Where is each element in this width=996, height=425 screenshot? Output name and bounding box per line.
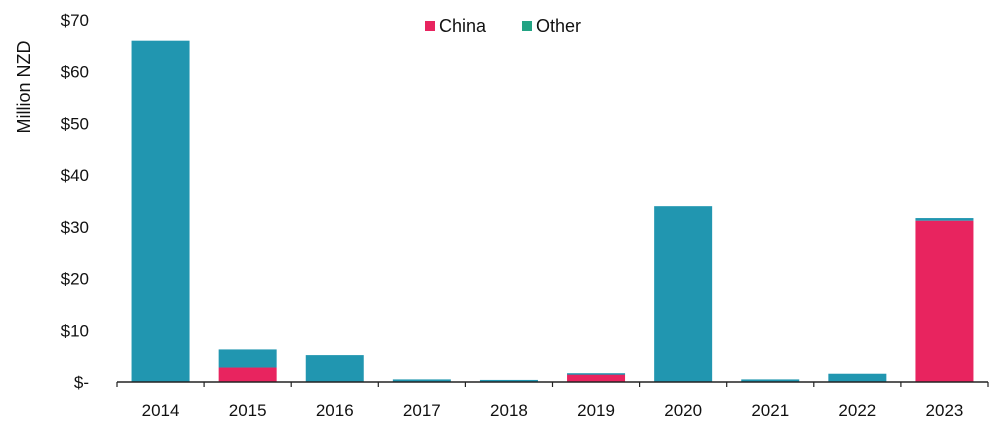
x-tick-label: 2015 bbox=[229, 401, 267, 420]
x-tick-label: 2020 bbox=[664, 401, 702, 420]
x-tick-label: 2017 bbox=[403, 401, 441, 420]
bar-other-2014 bbox=[131, 40, 190, 382]
bar-other-2015 bbox=[218, 349, 277, 368]
y-tick-label: $50 bbox=[61, 114, 89, 133]
x-tick-label: 2023 bbox=[926, 401, 964, 420]
y-tick-label: $10 bbox=[61, 321, 89, 340]
x-tick-label: 2018 bbox=[490, 401, 528, 420]
bar-china-2019 bbox=[567, 374, 626, 382]
x-tick-label: 2014 bbox=[142, 401, 180, 420]
y-tick-label: $70 bbox=[61, 11, 89, 30]
bar-other-2020 bbox=[654, 206, 713, 382]
bar-other-2017 bbox=[392, 379, 451, 382]
x-tick-label: 2021 bbox=[751, 401, 789, 420]
y-tick-label: $40 bbox=[61, 166, 89, 185]
bars bbox=[131, 40, 974, 382]
bar-other-2021 bbox=[741, 379, 800, 382]
x-axis-ticks: 2014 2015 2016 2017 2018 2019 2020 2021 2022 2023 bbox=[116, 382, 989, 420]
bar-china-2015 bbox=[218, 367, 277, 382]
bar-other-2023 bbox=[915, 218, 974, 221]
bar-other-2018 bbox=[479, 379, 538, 382]
y-tick-label: $60 bbox=[61, 63, 89, 82]
legend-swatch-china bbox=[425, 21, 435, 31]
bar-china-2023 bbox=[915, 220, 974, 382]
x-tick-label: 2016 bbox=[316, 401, 354, 420]
y-tick-label: $- bbox=[74, 373, 89, 392]
y-tick-label: $20 bbox=[61, 270, 89, 289]
y-axis-ticks: $- $10 $20 $30 $40 $50 $60 $70 bbox=[61, 11, 89, 392]
x-tick-label: 2019 bbox=[577, 401, 615, 420]
y-tick-label: $30 bbox=[61, 218, 89, 237]
x-tick-label: 2022 bbox=[838, 401, 876, 420]
bar-other-2016 bbox=[305, 355, 364, 382]
legend: China Other bbox=[425, 16, 581, 36]
legend-label-other: Other bbox=[536, 16, 581, 36]
bar-other-2022 bbox=[828, 373, 887, 382]
bar-other-2019 bbox=[567, 373, 626, 375]
legend-label-china: China bbox=[439, 16, 487, 36]
y-axis-title: Million NZD bbox=[14, 40, 34, 133]
legend-swatch-other bbox=[522, 21, 532, 31]
